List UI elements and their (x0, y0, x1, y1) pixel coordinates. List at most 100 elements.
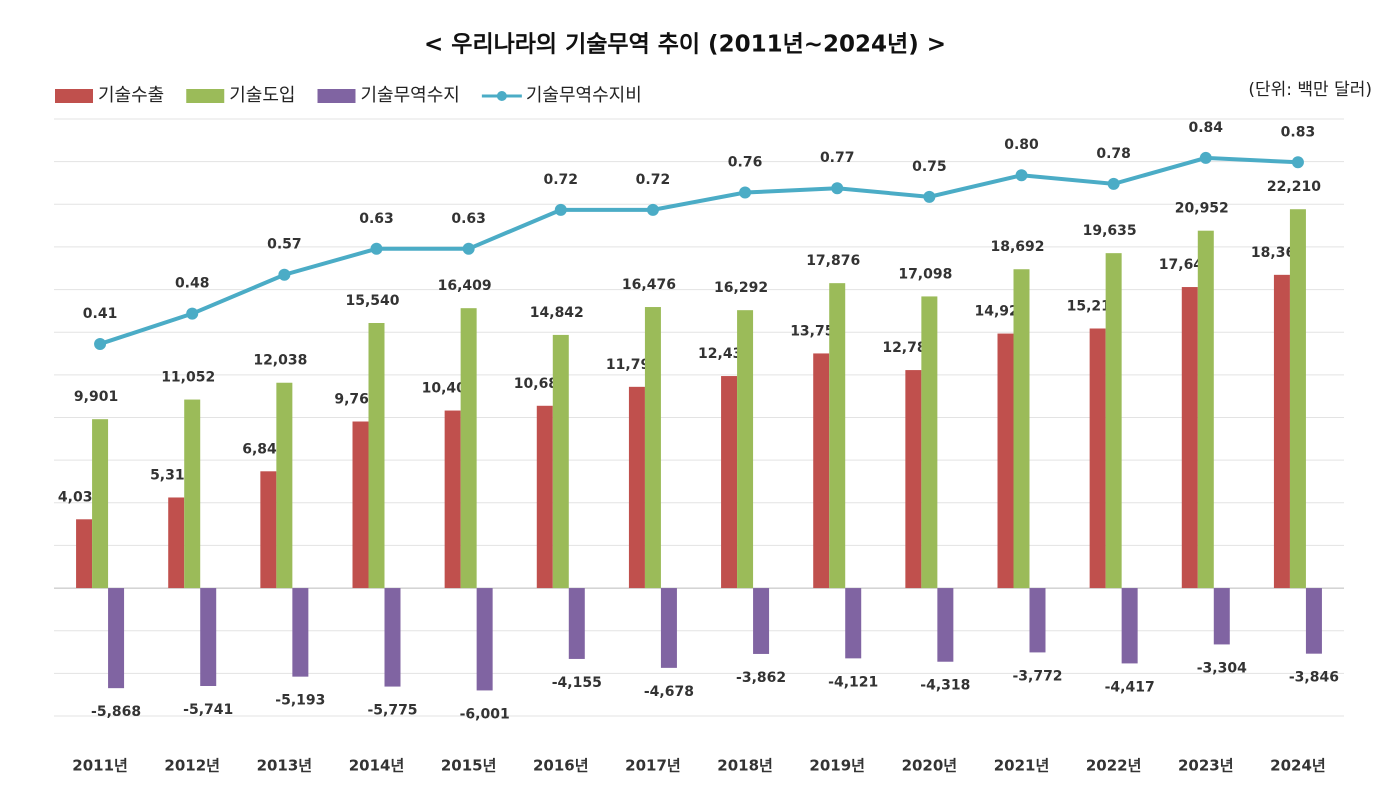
bar (1197, 230, 1214, 589)
data-label: 0.72 (636, 172, 671, 188)
bar (476, 588, 493, 691)
data-label: 4,032 (58, 489, 102, 505)
bar (184, 399, 201, 589)
data-label: -4,121 (828, 674, 878, 690)
line-point (831, 182, 844, 195)
bar (1213, 588, 1230, 645)
bar (997, 333, 1014, 589)
data-label: 0.78 (1096, 146, 1131, 162)
data-label: -3,772 (1012, 668, 1062, 684)
bar (1013, 269, 1030, 589)
x-tick-label: 2017년 (625, 757, 681, 775)
data-label: 0.48 (175, 276, 210, 292)
bar (845, 588, 862, 659)
data-label: 12,038 (253, 353, 307, 369)
bar (1121, 588, 1138, 664)
legend-marker (55, 89, 93, 103)
line-point (370, 242, 383, 255)
bar (292, 588, 309, 677)
x-tick-label: 2014년 (349, 757, 405, 775)
bar (1289, 209, 1306, 589)
data-label: 15,540 (345, 293, 399, 309)
data-label: 9,765 (334, 392, 378, 408)
data-label: -4,155 (552, 675, 602, 691)
data-label: 20,952 (1175, 201, 1229, 217)
x-tick-label: 2013년 (257, 757, 313, 775)
line-point (462, 242, 475, 255)
data-label: 0.41 (83, 306, 118, 322)
data-label: -3,304 (1197, 660, 1247, 676)
data-label: 0.57 (267, 237, 302, 253)
bar (460, 308, 477, 589)
data-label: -3,862 (736, 670, 786, 686)
data-label: 16,409 (438, 278, 492, 294)
line-point (278, 268, 291, 281)
data-label: -6,001 (460, 706, 510, 722)
bar (1273, 274, 1290, 589)
bar (260, 471, 277, 589)
data-label: 17,098 (898, 266, 952, 282)
data-label: -5,868 (91, 704, 141, 720)
x-tick-label: 2020년 (902, 757, 958, 775)
bar (92, 419, 109, 589)
data-label: 0.80 (1004, 137, 1039, 153)
bar (76, 519, 93, 589)
bar (200, 588, 217, 686)
data-label: -5,193 (275, 693, 325, 709)
legend-label: 기술도입 (229, 85, 295, 106)
data-label: 22,210 (1267, 179, 1321, 195)
bar (536, 405, 553, 589)
legend-marker (186, 89, 225, 103)
line-point (1015, 169, 1028, 182)
data-label: 5,311 (150, 467, 194, 483)
bar (737, 310, 754, 589)
bar (721, 376, 738, 589)
bar (368, 323, 385, 589)
data-label: -3,846 (1289, 670, 1339, 686)
x-tick-label: 2023년 (1178, 757, 1234, 775)
data-label: -5,741 (183, 702, 233, 718)
line-point (186, 307, 199, 320)
line-point (1291, 156, 1304, 169)
unit-label: (단위: 백만 달러) (1248, 80, 1372, 100)
line-point (554, 203, 567, 216)
bar (276, 382, 293, 589)
bar (444, 410, 461, 589)
bar (1089, 328, 1106, 589)
data-label: 0.72 (544, 172, 579, 188)
bar (628, 386, 645, 589)
line (99, 155, 1299, 346)
line-point (923, 190, 936, 203)
data-label: 0.84 (1189, 120, 1224, 136)
x-tick-label: 2019년 (809, 757, 865, 775)
line-point (1199, 151, 1212, 164)
x-tick-label: 2011년 (72, 757, 128, 775)
legend-marker (496, 91, 507, 101)
bar (829, 283, 846, 589)
data-label: 0.83 (1281, 124, 1316, 140)
bar (813, 353, 830, 589)
bar (644, 307, 661, 589)
bar (937, 588, 954, 662)
data-label: 0.76 (728, 155, 763, 171)
bar (1305, 588, 1322, 654)
data-label: 17,876 (806, 253, 860, 269)
bar (108, 588, 125, 689)
line-point (646, 203, 659, 216)
x-tick-label: 2021년 (994, 757, 1050, 775)
chart-title: < 우리나라의 기술무역 추이 (2011년~2024년) > (424, 32, 946, 58)
legend-label: 기술수출 (98, 85, 164, 106)
data-label: 0.63 (451, 211, 486, 227)
x-tick-label: 2016년 (533, 757, 589, 775)
line-point (739, 186, 752, 199)
bar (552, 334, 569, 589)
x-tick-label: 2022년 (1086, 757, 1142, 775)
bar (1181, 287, 1198, 589)
bar (384, 588, 401, 687)
bar (1105, 253, 1122, 589)
data-label: 11,052 (161, 370, 215, 386)
bar (352, 421, 369, 589)
data-label: 9,901 (74, 389, 118, 405)
x-tick-label: 2024년 (1270, 757, 1326, 775)
